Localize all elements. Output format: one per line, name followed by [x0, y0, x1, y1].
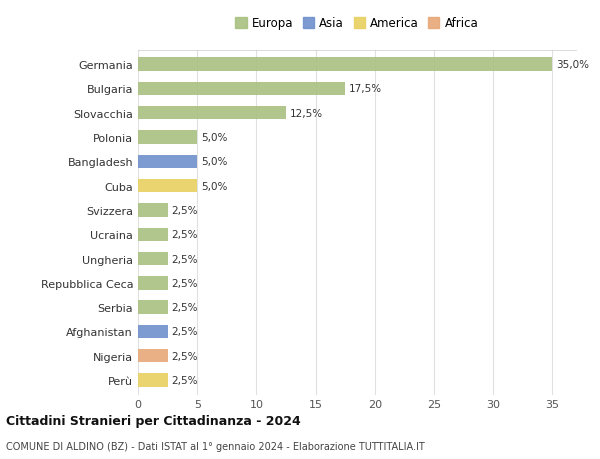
Text: 12,5%: 12,5% — [290, 108, 323, 118]
Text: 2,5%: 2,5% — [171, 351, 197, 361]
Text: 5,0%: 5,0% — [201, 157, 227, 167]
Text: 5,0%: 5,0% — [201, 181, 227, 191]
Text: 2,5%: 2,5% — [171, 375, 197, 385]
Bar — [138, 277, 167, 290]
Text: 2,5%: 2,5% — [171, 302, 197, 313]
Text: 2,5%: 2,5% — [171, 230, 197, 240]
Bar — [138, 252, 167, 266]
Bar — [138, 83, 345, 96]
Text: 2,5%: 2,5% — [171, 254, 197, 264]
Text: 2,5%: 2,5% — [171, 278, 197, 288]
Text: 5,0%: 5,0% — [201, 133, 227, 143]
Text: 17,5%: 17,5% — [349, 84, 382, 94]
Bar — [138, 179, 197, 193]
Bar — [138, 325, 167, 338]
Bar — [138, 107, 286, 120]
Bar — [138, 131, 197, 145]
Bar — [138, 155, 197, 168]
Text: 2,5%: 2,5% — [171, 206, 197, 215]
Text: 2,5%: 2,5% — [171, 327, 197, 337]
Bar — [138, 204, 167, 217]
Bar — [138, 228, 167, 241]
Bar — [138, 301, 167, 314]
Text: 35,0%: 35,0% — [556, 60, 589, 70]
Bar — [138, 374, 167, 387]
Text: COMUNE DI ALDINO (BZ) - Dati ISTAT al 1° gennaio 2024 - Elaborazione TUTTITALIA.: COMUNE DI ALDINO (BZ) - Dati ISTAT al 1°… — [6, 441, 425, 451]
Legend: Europa, Asia, America, Africa: Europa, Asia, America, Africa — [233, 15, 481, 33]
Bar — [138, 349, 167, 363]
Text: Cittadini Stranieri per Cittadinanza - 2024: Cittadini Stranieri per Cittadinanza - 2… — [6, 414, 301, 428]
Bar — [138, 58, 553, 72]
